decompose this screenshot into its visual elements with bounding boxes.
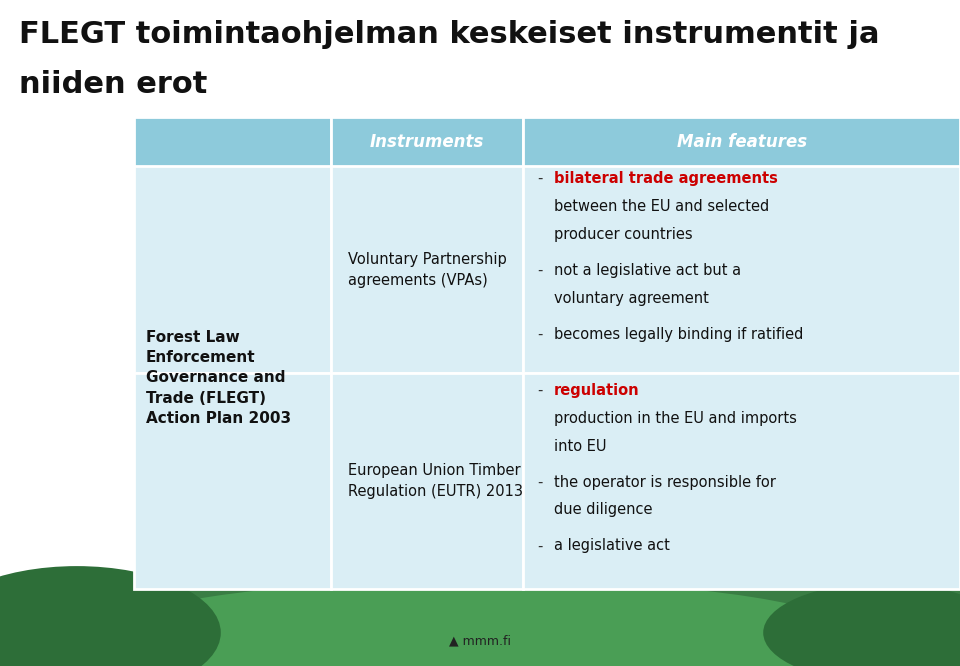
Bar [523,117,960,166]
Text: between the EU and selected: between the EU and selected [554,199,769,214]
Text: Instruments: Instruments [370,133,485,151]
Text: production in the EU and imports: production in the EU and imports [554,410,797,426]
Text: FLEGT toimintaohjelman keskeiset instrumentit ja: FLEGT toimintaohjelman keskeiset instrum… [19,20,879,49]
Bar [523,373,960,589]
Text: -: - [538,171,543,186]
Ellipse shape [96,579,864,666]
Text: Main features: Main features [677,133,806,151]
Text: the operator is responsible for: the operator is responsible for [554,474,776,490]
Text: ▲ mmm.fi: ▲ mmm.fi [449,634,511,647]
Text: -: - [538,538,543,553]
Text: -: - [538,263,543,278]
Bar [331,373,523,589]
Ellipse shape [0,566,221,666]
Text: -: - [538,474,543,490]
Text: Forest Law
Enforcement
Governance and
Trade (FLEGT)
Action Plan 2003: Forest Law Enforcement Governance and Tr… [146,330,291,426]
Text: regulation: regulation [554,382,639,398]
Bar [523,166,960,373]
Text: -: - [538,382,543,398]
Text: into EU: into EU [554,438,607,454]
Text: producer countries: producer countries [554,227,692,242]
Text: becomes legally binding if ratified: becomes legally binding if ratified [554,327,804,342]
Text: bilateral trade agreements: bilateral trade agreements [554,171,778,186]
Bar [331,166,523,373]
Bar [134,117,331,166]
Text: due diligence: due diligence [554,502,653,517]
Text: niiden erot: niiden erot [19,70,207,99]
Text: -: - [538,327,543,342]
Text: European Union Timber
Regulation (EUTR) 2013: European Union Timber Regulation (EUTR) … [348,463,523,500]
Text: Voluntary Partnership
agreements (VPAs): Voluntary Partnership agreements (VPAs) [348,252,507,288]
Bar [134,166,331,373]
Ellipse shape [763,583,960,666]
Bar [134,373,331,589]
Text: voluntary agreement: voluntary agreement [554,291,708,306]
Bar [0,589,960,666]
Text: not a legislative act but a: not a legislative act but a [554,263,741,278]
Text: a legislative act: a legislative act [554,538,670,553]
Bar [331,117,523,166]
